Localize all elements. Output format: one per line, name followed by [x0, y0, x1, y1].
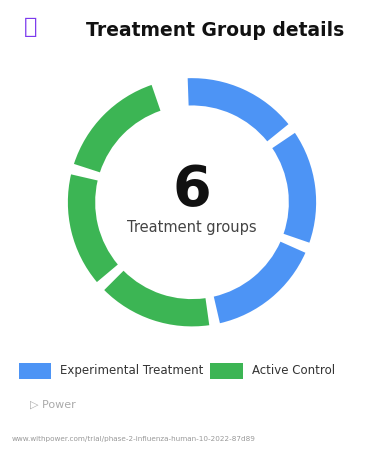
Text: 👥: 👥	[24, 17, 37, 37]
Text: Treatment Group details: Treatment Group details	[86, 21, 344, 40]
Text: www.withpower.com/trial/phase-2-influenza-human-10-2022-87d89: www.withpower.com/trial/phase-2-influenz…	[12, 437, 255, 442]
FancyBboxPatch shape	[210, 363, 243, 379]
Text: Treatment groups: Treatment groups	[127, 219, 257, 235]
FancyBboxPatch shape	[19, 363, 51, 379]
Wedge shape	[104, 271, 209, 326]
Wedge shape	[214, 242, 305, 323]
Text: Active Control: Active Control	[252, 364, 335, 377]
Text: Experimental Treatment: Experimental Treatment	[60, 364, 204, 377]
Text: 6: 6	[173, 163, 211, 217]
Wedge shape	[188, 78, 288, 141]
Wedge shape	[272, 133, 316, 243]
Wedge shape	[74, 85, 161, 173]
Text: ▷ Power: ▷ Power	[30, 400, 75, 410]
Wedge shape	[68, 174, 118, 282]
